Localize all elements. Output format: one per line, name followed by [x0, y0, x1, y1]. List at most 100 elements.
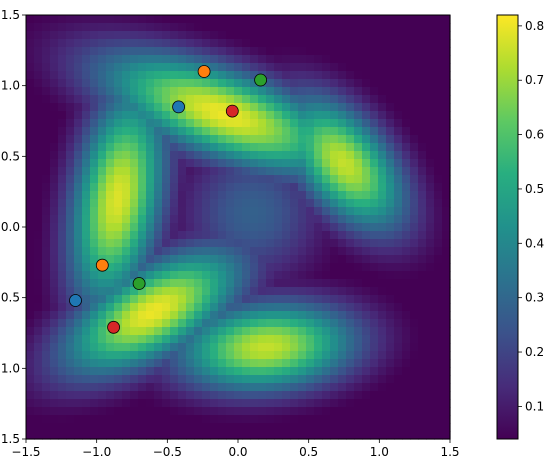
- heatmap-cell: [322, 31, 331, 40]
- heatmap-cell: [170, 175, 179, 184]
- heatmap-cell: [434, 327, 443, 336]
- heatmap-cell: [210, 367, 219, 376]
- heatmap-cell: [274, 343, 283, 352]
- heatmap-cell: [74, 191, 83, 200]
- heatmap-cell: [170, 375, 179, 384]
- heatmap-cell: [82, 47, 91, 56]
- heatmap-cell: [58, 423, 67, 432]
- heatmap-cell: [82, 375, 91, 384]
- heatmap-cell: [266, 311, 275, 320]
- heatmap-cell: [442, 311, 451, 320]
- heatmap-cell: [130, 127, 139, 136]
- heatmap-cell: [362, 15, 371, 24]
- heatmap-cell: [378, 383, 387, 392]
- heatmap-cell: [338, 239, 347, 248]
- heatmap-cell: [274, 327, 283, 336]
- heatmap-cell: [26, 127, 35, 136]
- heatmap-cell: [34, 423, 43, 432]
- heatmap-cell: [338, 375, 347, 384]
- heatmap-cell: [74, 263, 83, 272]
- heatmap-cell: [90, 31, 99, 40]
- heatmap-cell: [66, 103, 75, 112]
- heatmap-cell: [354, 39, 363, 48]
- heatmap-cell: [122, 183, 131, 192]
- heatmap-cell: [114, 111, 123, 120]
- heatmap-cell: [274, 55, 283, 64]
- heatmap-cell: [146, 223, 155, 232]
- heatmap-cell: [178, 255, 187, 264]
- heatmap-cell: [418, 223, 427, 232]
- heatmap-cell: [434, 119, 443, 128]
- heatmap-cell: [282, 263, 291, 272]
- heatmap-cell: [258, 199, 267, 208]
- heatmap-cell: [322, 191, 331, 200]
- heatmap-cell: [234, 351, 243, 360]
- heatmap-cell: [122, 335, 131, 344]
- heatmap-cell: [306, 383, 315, 392]
- heatmap-cell: [394, 239, 403, 248]
- heatmap-cell: [66, 247, 75, 256]
- heatmap-cell: [362, 263, 371, 272]
- heatmap-cell: [138, 295, 147, 304]
- heatmap-cell: [330, 15, 339, 24]
- heatmap-cell: [34, 55, 43, 64]
- heatmap-cell: [426, 239, 435, 248]
- heatmap-cell: [74, 47, 83, 56]
- heatmap-cell: [146, 135, 155, 144]
- heatmap-cell: [66, 431, 75, 440]
- heatmap-cell: [202, 295, 211, 304]
- heatmap-cell: [258, 175, 267, 184]
- heatmap-cell: [106, 199, 115, 208]
- heatmap-cell: [74, 175, 83, 184]
- heatmap-cell: [178, 31, 187, 40]
- heatmap-cell: [354, 111, 363, 120]
- heatmap-cell: [26, 151, 35, 160]
- heatmap-cell: [210, 247, 219, 256]
- heatmap-cell: [354, 55, 363, 64]
- heatmap-cell: [90, 423, 99, 432]
- heatmap-cell: [50, 15, 59, 24]
- heatmap-cell: [114, 335, 123, 344]
- heatmap-cell: [218, 311, 227, 320]
- heatmap-cell: [130, 15, 139, 24]
- y-tick-label: 1.5: [1, 8, 20, 22]
- heatmap-cell: [50, 215, 59, 224]
- heatmap-cell: [258, 399, 267, 408]
- heatmap-cell: [218, 375, 227, 384]
- heatmap-cell: [170, 423, 179, 432]
- heatmap-cell: [66, 335, 75, 344]
- heatmap-cell: [338, 31, 347, 40]
- heatmap-cell: [218, 351, 227, 360]
- heatmap-cell: [138, 175, 147, 184]
- heatmap-cell: [282, 271, 291, 280]
- heatmap-cell: [178, 335, 187, 344]
- heatmap-cell: [194, 215, 203, 224]
- heatmap-cell: [410, 191, 419, 200]
- heatmap-cell: [434, 399, 443, 408]
- heatmap-cell: [154, 431, 163, 440]
- heatmap-cell: [218, 319, 227, 328]
- heatmap-cell: [410, 431, 419, 440]
- heatmap-cell: [186, 255, 195, 264]
- heatmap-cell: [282, 255, 291, 264]
- heatmap-cell: [362, 351, 371, 360]
- heatmap-cell: [186, 359, 195, 368]
- heatmap-cell: [298, 359, 307, 368]
- heatmap-cell: [50, 367, 59, 376]
- heatmap-cell: [26, 431, 35, 440]
- heatmap-cell: [194, 23, 203, 32]
- heatmap-cell: [322, 87, 331, 96]
- heatmap-cell: [186, 327, 195, 336]
- heatmap-cell: [50, 407, 59, 416]
- heatmap-cell: [370, 55, 379, 64]
- heatmap-cell: [338, 415, 347, 424]
- heatmap-cell: [226, 303, 235, 312]
- heatmap-cell: [226, 399, 235, 408]
- heatmap-cell: [202, 47, 211, 56]
- heatmap-cell: [418, 423, 427, 432]
- heatmap-cell: [178, 287, 187, 296]
- heatmap-cell: [322, 127, 331, 136]
- heatmap-cell: [346, 343, 355, 352]
- heatmap-cell: [50, 143, 59, 152]
- heatmap-cell: [130, 103, 139, 112]
